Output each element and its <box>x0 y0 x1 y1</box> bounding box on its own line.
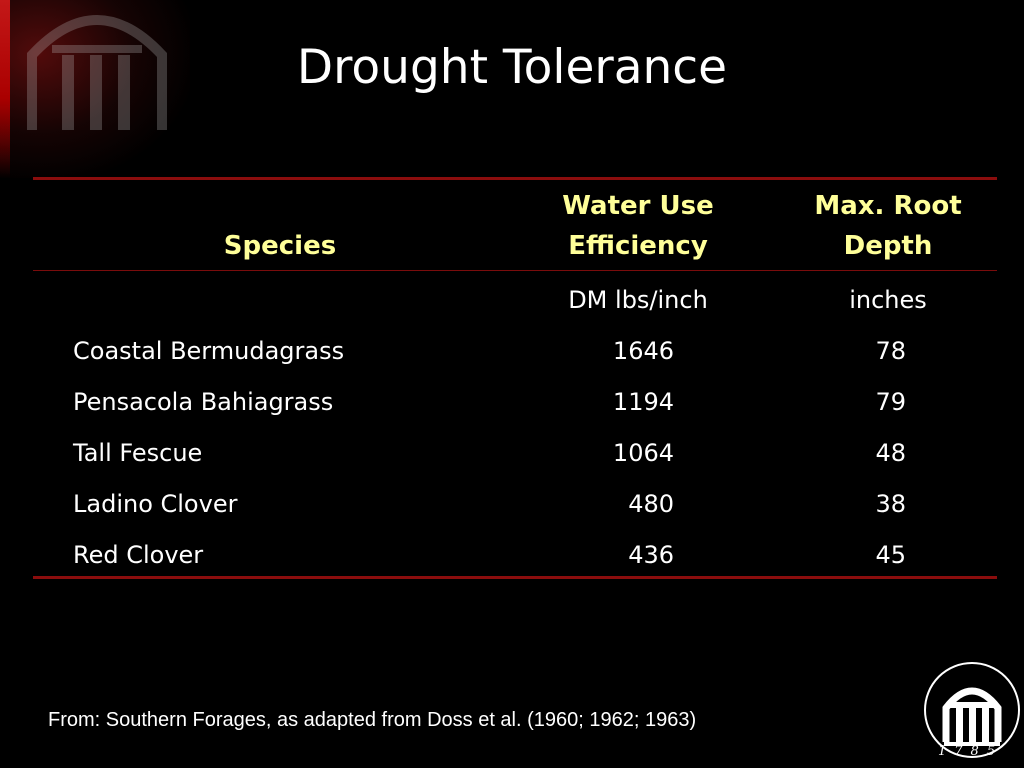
header-root-line1: Max. Root <box>814 191 962 221</box>
wue-cell: 436 <box>628 541 674 569</box>
wue-cell: 1646 <box>612 337 674 365</box>
header-root-line2: Depth <box>843 231 933 261</box>
table-bottom-rule <box>33 576 997 579</box>
table-header-rule <box>33 270 997 271</box>
root-cell: 79 <box>875 388 906 416</box>
unit-root: inches <box>849 286 927 314</box>
header-wue-line1: Water Use <box>562 191 714 221</box>
logo-year: 1785 <box>938 744 1004 759</box>
unit-wue: DM lbs/inch <box>568 286 708 314</box>
wue-cell: 1194 <box>612 388 674 416</box>
wue-cell: 1064 <box>612 439 674 467</box>
red-accent-bar <box>0 0 10 178</box>
species-cell: Ladino Clover <box>73 490 238 518</box>
ghost-arch-icon <box>27 15 167 130</box>
arch-logo-icon <box>924 662 1020 758</box>
species-cell: Red Clover <box>73 541 204 569</box>
table-top-rule <box>33 177 997 180</box>
root-cell: 38 <box>875 490 906 518</box>
root-cell: 78 <box>875 337 906 365</box>
wue-cell: 480 <box>628 490 674 518</box>
root-cell: 45 <box>875 541 906 569</box>
species-cell: Pensacola Bahiagrass <box>73 388 334 416</box>
source-note: From: Southern Forages, as adapted from … <box>48 709 697 731</box>
corner-glow <box>0 0 190 178</box>
header-wue-line2: Efficiency <box>568 231 708 261</box>
slide-title: Drought Tolerance <box>296 40 728 95</box>
header-species: Species <box>223 231 337 261</box>
root-cell: 48 <box>875 439 906 467</box>
species-cell: Tall Fescue <box>73 439 203 467</box>
species-cell: Coastal Bermudagrass <box>73 337 345 365</box>
